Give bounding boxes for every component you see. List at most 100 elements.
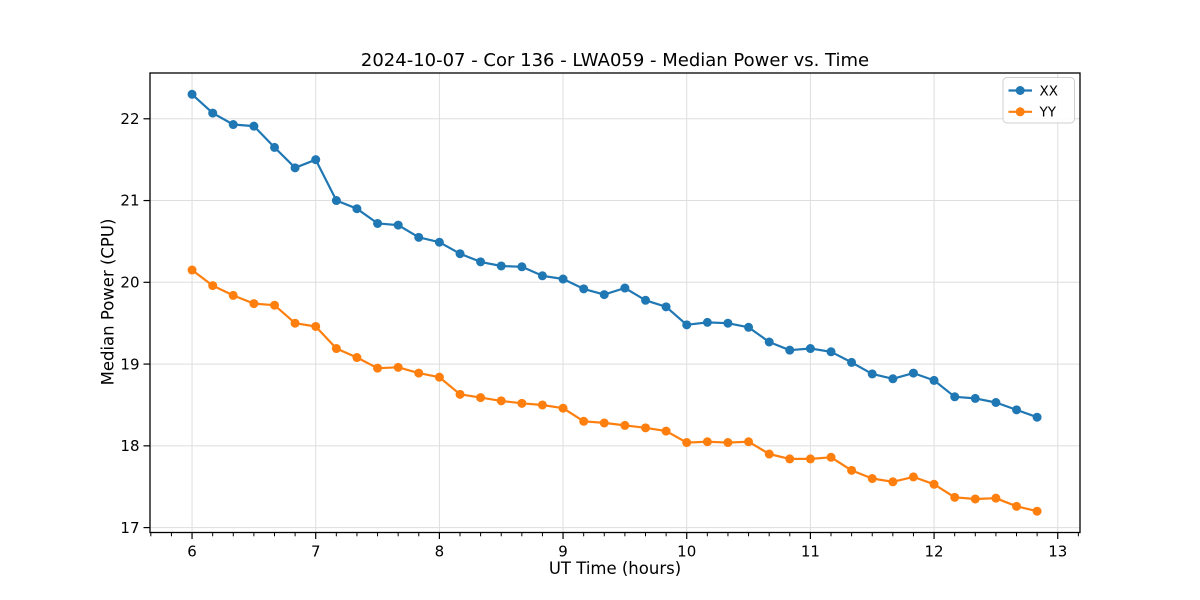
- series-XX-marker: [434, 237, 444, 247]
- x-tick-label: 6: [187, 543, 197, 561]
- series-XX-marker: [270, 142, 280, 152]
- series-YY-marker: [785, 454, 795, 464]
- series-YY-marker: [290, 318, 300, 328]
- series-YY-marker: [1012, 501, 1022, 511]
- series-YY-marker: [661, 426, 671, 436]
- series-YY-marker: [826, 452, 836, 462]
- series-YY-marker: [888, 477, 898, 487]
- y-tick-label: 22: [120, 110, 139, 128]
- series-XX-marker: [517, 262, 527, 272]
- series-YY-marker: [476, 393, 486, 403]
- series-XX-marker: [702, 317, 712, 327]
- series-YY-marker: [352, 353, 362, 363]
- series-YY-marker: [414, 368, 424, 378]
- series-YY-marker: [908, 472, 918, 482]
- chart-title: 2024-10-07 - Cor 136 - LWA059 - Median P…: [360, 50, 870, 71]
- series-YY-marker: [496, 396, 506, 406]
- series-XX-marker: [1012, 405, 1022, 415]
- series-XX-marker: [826, 347, 836, 357]
- series-YY-marker: [991, 493, 1001, 503]
- series-YY-marker: [744, 437, 754, 447]
- series-XX-marker: [888, 374, 898, 384]
- series-XX-marker: [970, 393, 980, 403]
- series-XX-marker: [661, 302, 671, 312]
- series-YY-marker: [311, 321, 321, 331]
- series-XX-marker: [228, 120, 238, 130]
- series-YY-marker: [847, 465, 857, 475]
- series-XX-marker: [599, 290, 609, 300]
- series-XX-marker: [744, 322, 754, 332]
- series-XX-marker: [805, 344, 815, 354]
- y-tick-label: 19: [120, 355, 139, 373]
- series-XX-marker: [867, 369, 877, 379]
- x-tick-label: 11: [801, 543, 820, 561]
- series-YY-marker: [187, 265, 197, 275]
- series-XX-marker: [764, 337, 774, 347]
- series-XX-marker: [414, 232, 424, 242]
- series-XX-marker: [558, 274, 568, 284]
- series-XX-marker: [579, 284, 589, 294]
- series-YY-marker: [249, 299, 259, 309]
- series-XX-marker: [723, 318, 733, 328]
- series-YY-marker: [620, 420, 630, 430]
- series-YY-marker: [764, 449, 774, 459]
- series-YY-marker: [579, 416, 589, 426]
- x-tick-label: 12: [925, 543, 944, 561]
- series-XX-marker: [187, 89, 197, 99]
- series-XX-marker: [682, 320, 692, 330]
- series-YY-marker: [599, 418, 609, 428]
- series-XX-marker: [290, 163, 300, 173]
- series-XX-marker: [455, 249, 465, 259]
- x-tick-label: 8: [435, 543, 445, 561]
- series-XX-marker: [496, 261, 506, 271]
- series-XX-marker: [352, 204, 362, 214]
- series-YY-marker: [393, 362, 403, 372]
- series-YY-marker: [641, 423, 651, 433]
- series-YY-marker: [1032, 506, 1042, 516]
- y-tick-label: 21: [120, 192, 139, 210]
- x-tick-label: 13: [1048, 543, 1067, 561]
- series-YY-marker: [558, 403, 568, 413]
- series-XX-marker: [537, 271, 547, 281]
- series-YY-marker: [270, 300, 280, 310]
- y-tick-label: 20: [120, 274, 139, 292]
- series-XX-marker: [991, 397, 1001, 407]
- axes-frame: [149, 72, 1081, 534]
- y-tick-label: 17: [120, 519, 139, 537]
- y-tick-label: 18: [120, 437, 139, 455]
- series-YY-marker: [228, 290, 238, 300]
- series-YY-marker: [208, 281, 218, 291]
- series-YY-marker: [723, 438, 733, 448]
- series-XX-marker: [785, 345, 795, 355]
- x-tick-label: 9: [558, 543, 568, 561]
- series-YY-marker: [682, 438, 692, 448]
- series-XX-line: [190, 93, 1039, 419]
- series-XX-marker: [950, 392, 960, 402]
- series-XX-marker: [331, 196, 341, 206]
- x-axis-label: UT Time (hours): [548, 559, 682, 578]
- series-YY-marker: [805, 454, 815, 464]
- series-XX-marker: [249, 121, 259, 131]
- series-YY-marker: [517, 398, 527, 408]
- series-YY-marker: [970, 494, 980, 504]
- series-XX-marker: [620, 283, 630, 293]
- series-XX-marker: [311, 155, 321, 165]
- series-XX-marker: [476, 257, 486, 267]
- series-XX-marker: [847, 357, 857, 367]
- series-XX-marker: [208, 108, 218, 118]
- series-YY-marker: [373, 363, 383, 373]
- y-axis-label: Median Power (CPU): [98, 218, 118, 386]
- series-YY-marker: [702, 437, 712, 447]
- series-YY-marker: [950, 492, 960, 502]
- series-YY-marker: [537, 400, 547, 410]
- legend-label-YY: YY: [1039, 105, 1057, 121]
- series-XX-marker: [929, 375, 939, 385]
- legend-marker-XX: [1015, 86, 1025, 95]
- series-XX-marker: [641, 295, 651, 305]
- legend-label-XX: XX: [1040, 83, 1059, 99]
- series-YY-marker: [455, 389, 465, 399]
- series-YY-marker: [331, 344, 341, 354]
- legend-marker-YY: [1015, 107, 1025, 117]
